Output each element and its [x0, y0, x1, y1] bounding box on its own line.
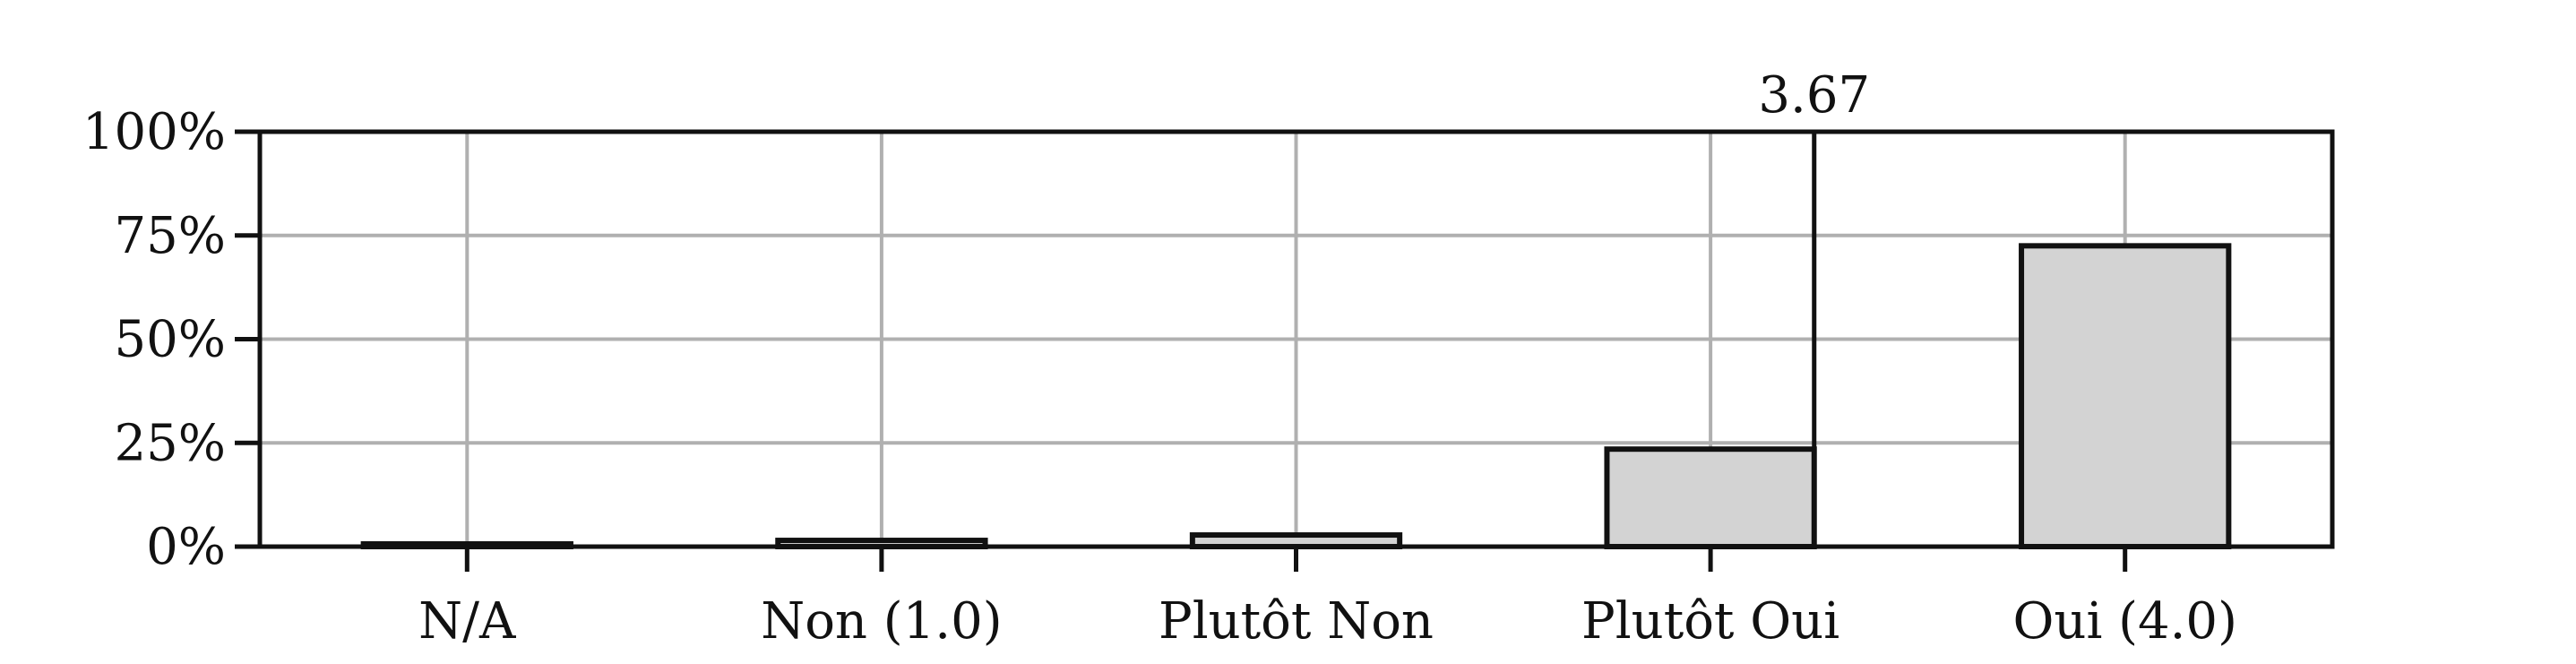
bar: [1604, 446, 1817, 550]
x-tick-label: Non (1.0): [761, 592, 1002, 651]
mean-label: 3.67: [1758, 66, 1870, 125]
y-tick-label: 50%: [115, 311, 226, 369]
x-tick-label: Plutôt Non: [1159, 592, 1434, 651]
x-tick-label: Plutôt Oui: [1581, 592, 1839, 651]
y-tick-label: 100%: [82, 103, 226, 161]
bar: [2019, 243, 2232, 549]
y-axis-ticks: 0% 25% 50% 75% 100%: [82, 103, 260, 576]
bars: [360, 243, 2232, 550]
mean-marker: 3.67: [1758, 66, 1870, 547]
y-tick-label: 25%: [115, 414, 226, 472]
y-tick-label: 0%: [146, 518, 226, 576]
x-tick-label: N/A: [418, 592, 516, 651]
x-tick-label: Oui (4.0): [2012, 592, 2236, 651]
y-tick-label: 75%: [115, 207, 226, 265]
x-axis-ticks: N/A Non (1.0) Plutôt Non Plutôt Oui Oui (4.0…: [418, 547, 2237, 651]
